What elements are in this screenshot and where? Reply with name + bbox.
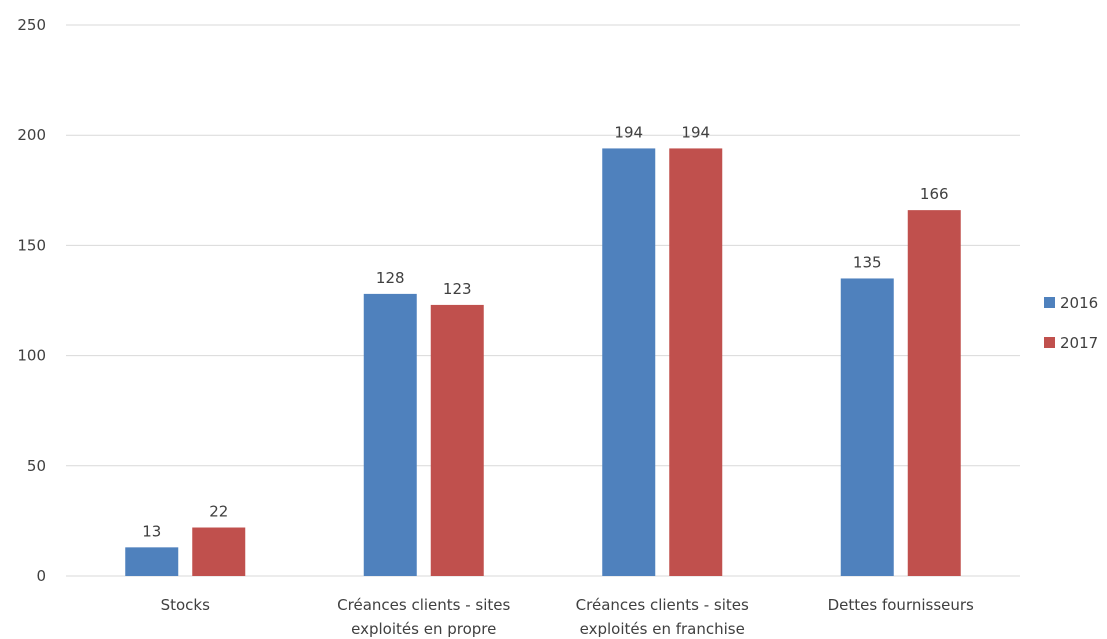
x-tick-label: Stocks xyxy=(161,596,211,614)
x-tick-label: Dettes fournisseurs xyxy=(828,596,974,614)
y-tick-label: 0 xyxy=(36,567,46,585)
bar-2016-2 xyxy=(602,148,656,576)
x-tick-label: Créances clients - sites xyxy=(576,596,749,614)
legend-label-2016: 2016 xyxy=(1060,294,1098,312)
data-label-2017-3: 166 xyxy=(920,185,949,203)
bars xyxy=(125,148,961,577)
y-tick-label: 250 xyxy=(17,16,46,34)
bar-2016-1 xyxy=(363,293,417,576)
legend-label-2017: 2017 xyxy=(1060,334,1098,352)
data-label-2017-1: 123 xyxy=(443,280,472,298)
data-label-2016-3: 135 xyxy=(853,253,882,271)
data-labels: 13 22 128 123 194 194 135 166 xyxy=(142,123,948,540)
y-tick-label: 50 xyxy=(27,457,46,475)
x-axis: Stocks Créances clients - sites exploités … xyxy=(161,596,974,638)
bar-2017-1 xyxy=(430,304,484,576)
data-label-2016-0: 13 xyxy=(142,522,161,540)
y-tick-label: 150 xyxy=(17,236,46,254)
y-axis: 0 50 100 150 200 250 xyxy=(17,16,46,585)
y-tick-label: 100 xyxy=(17,347,46,365)
bar-2017-3 xyxy=(907,210,961,577)
x-tick-label: exploités en propre xyxy=(351,620,496,638)
bar-2017-0 xyxy=(192,527,246,576)
bar-2016-0 xyxy=(125,547,179,576)
x-tick-label: Créances clients - sites xyxy=(337,596,510,614)
x-tick-label: exploités en franchise xyxy=(580,620,745,638)
data-label-2016-1: 128 xyxy=(376,269,405,287)
legend: 2016 2017 xyxy=(1044,294,1098,352)
data-label-2017-0: 22 xyxy=(209,503,228,521)
legend-swatch-2017 xyxy=(1044,337,1055,348)
data-label-2016-2: 194 xyxy=(614,123,643,141)
bar-2017-2 xyxy=(669,148,723,576)
bar-2016-3 xyxy=(840,278,894,576)
legend-swatch-2016 xyxy=(1044,297,1055,308)
y-tick-label: 200 xyxy=(17,126,46,144)
data-label-2017-2: 194 xyxy=(681,123,710,141)
